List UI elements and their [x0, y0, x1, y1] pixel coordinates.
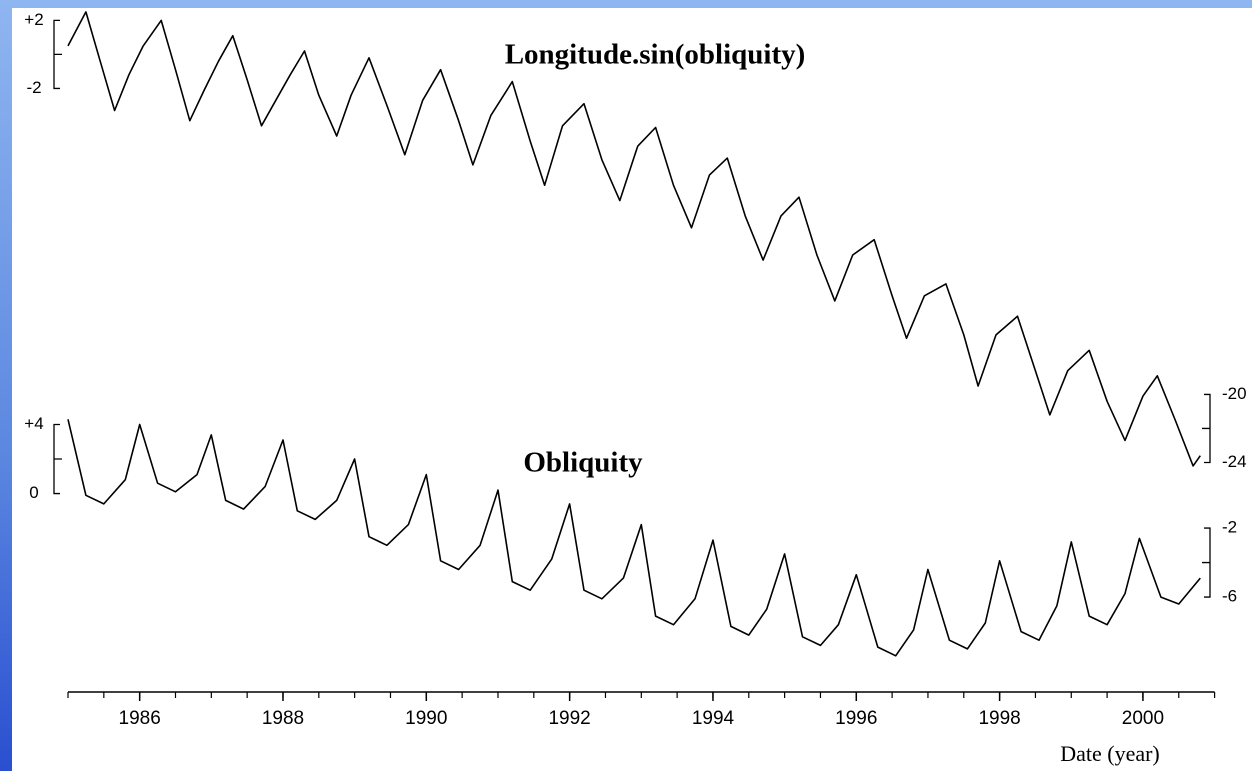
- x-tick-label: 1990: [405, 708, 447, 729]
- x-tick-label: 1992: [548, 708, 590, 729]
- plot-background: [12, 8, 1252, 771]
- x-axis-label: Date (year): [1060, 741, 1160, 766]
- x-tick-label: 1996: [835, 708, 877, 729]
- x-tick-label: 2000: [1122, 708, 1164, 729]
- y-tick-label: -20: [1222, 384, 1247, 403]
- y-tick-label: -2: [1222, 518, 1237, 537]
- y-tick-label: -6: [1222, 587, 1237, 606]
- y-tick-label: -2: [26, 78, 41, 97]
- scale-bracket: [1202, 393, 1211, 464]
- y-tick-label: +2: [24, 10, 43, 29]
- y-tick-label: 0: [29, 483, 38, 502]
- y-tick-label: -24: [1222, 452, 1247, 471]
- series-line: [67, 11, 1201, 467]
- series-title: Obliquity: [523, 447, 643, 479]
- x-tick-label: 1994: [692, 708, 735, 729]
- x-tick-label: 1998: [978, 708, 1020, 729]
- scale-bracket: [53, 19, 62, 90]
- series-title: Longitude.sin(obliquity): [505, 39, 806, 71]
- scale-bracket: [1202, 527, 1211, 598]
- y-tick-label: +4: [24, 414, 43, 433]
- scale-bracket: [53, 423, 62, 495]
- x-tick-label: 1986: [119, 708, 161, 729]
- series-line: [67, 419, 1201, 657]
- x-tick-label: 1988: [262, 708, 304, 729]
